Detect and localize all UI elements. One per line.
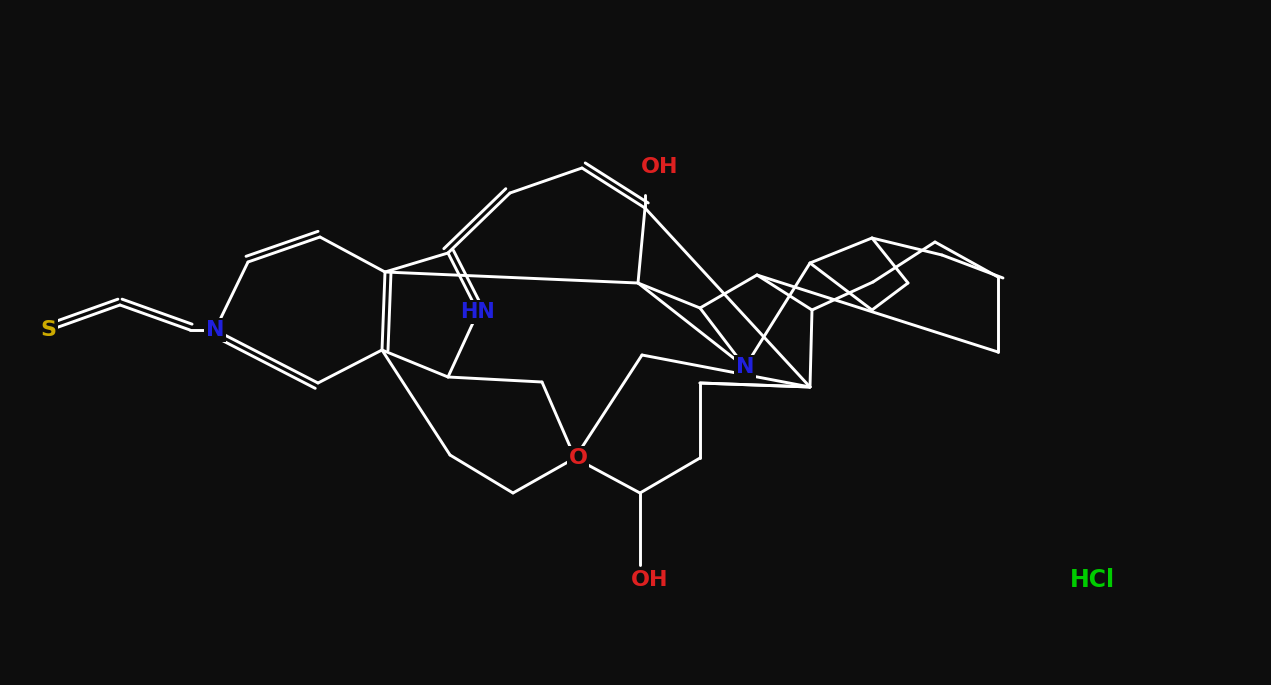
Text: N: N	[206, 320, 224, 340]
Text: HCl: HCl	[1069, 568, 1115, 592]
Text: HN: HN	[460, 302, 496, 322]
Text: S: S	[39, 320, 56, 340]
Text: N: N	[736, 357, 754, 377]
Text: O: O	[568, 448, 587, 468]
Text: OH: OH	[632, 570, 669, 590]
Text: OH: OH	[642, 157, 679, 177]
